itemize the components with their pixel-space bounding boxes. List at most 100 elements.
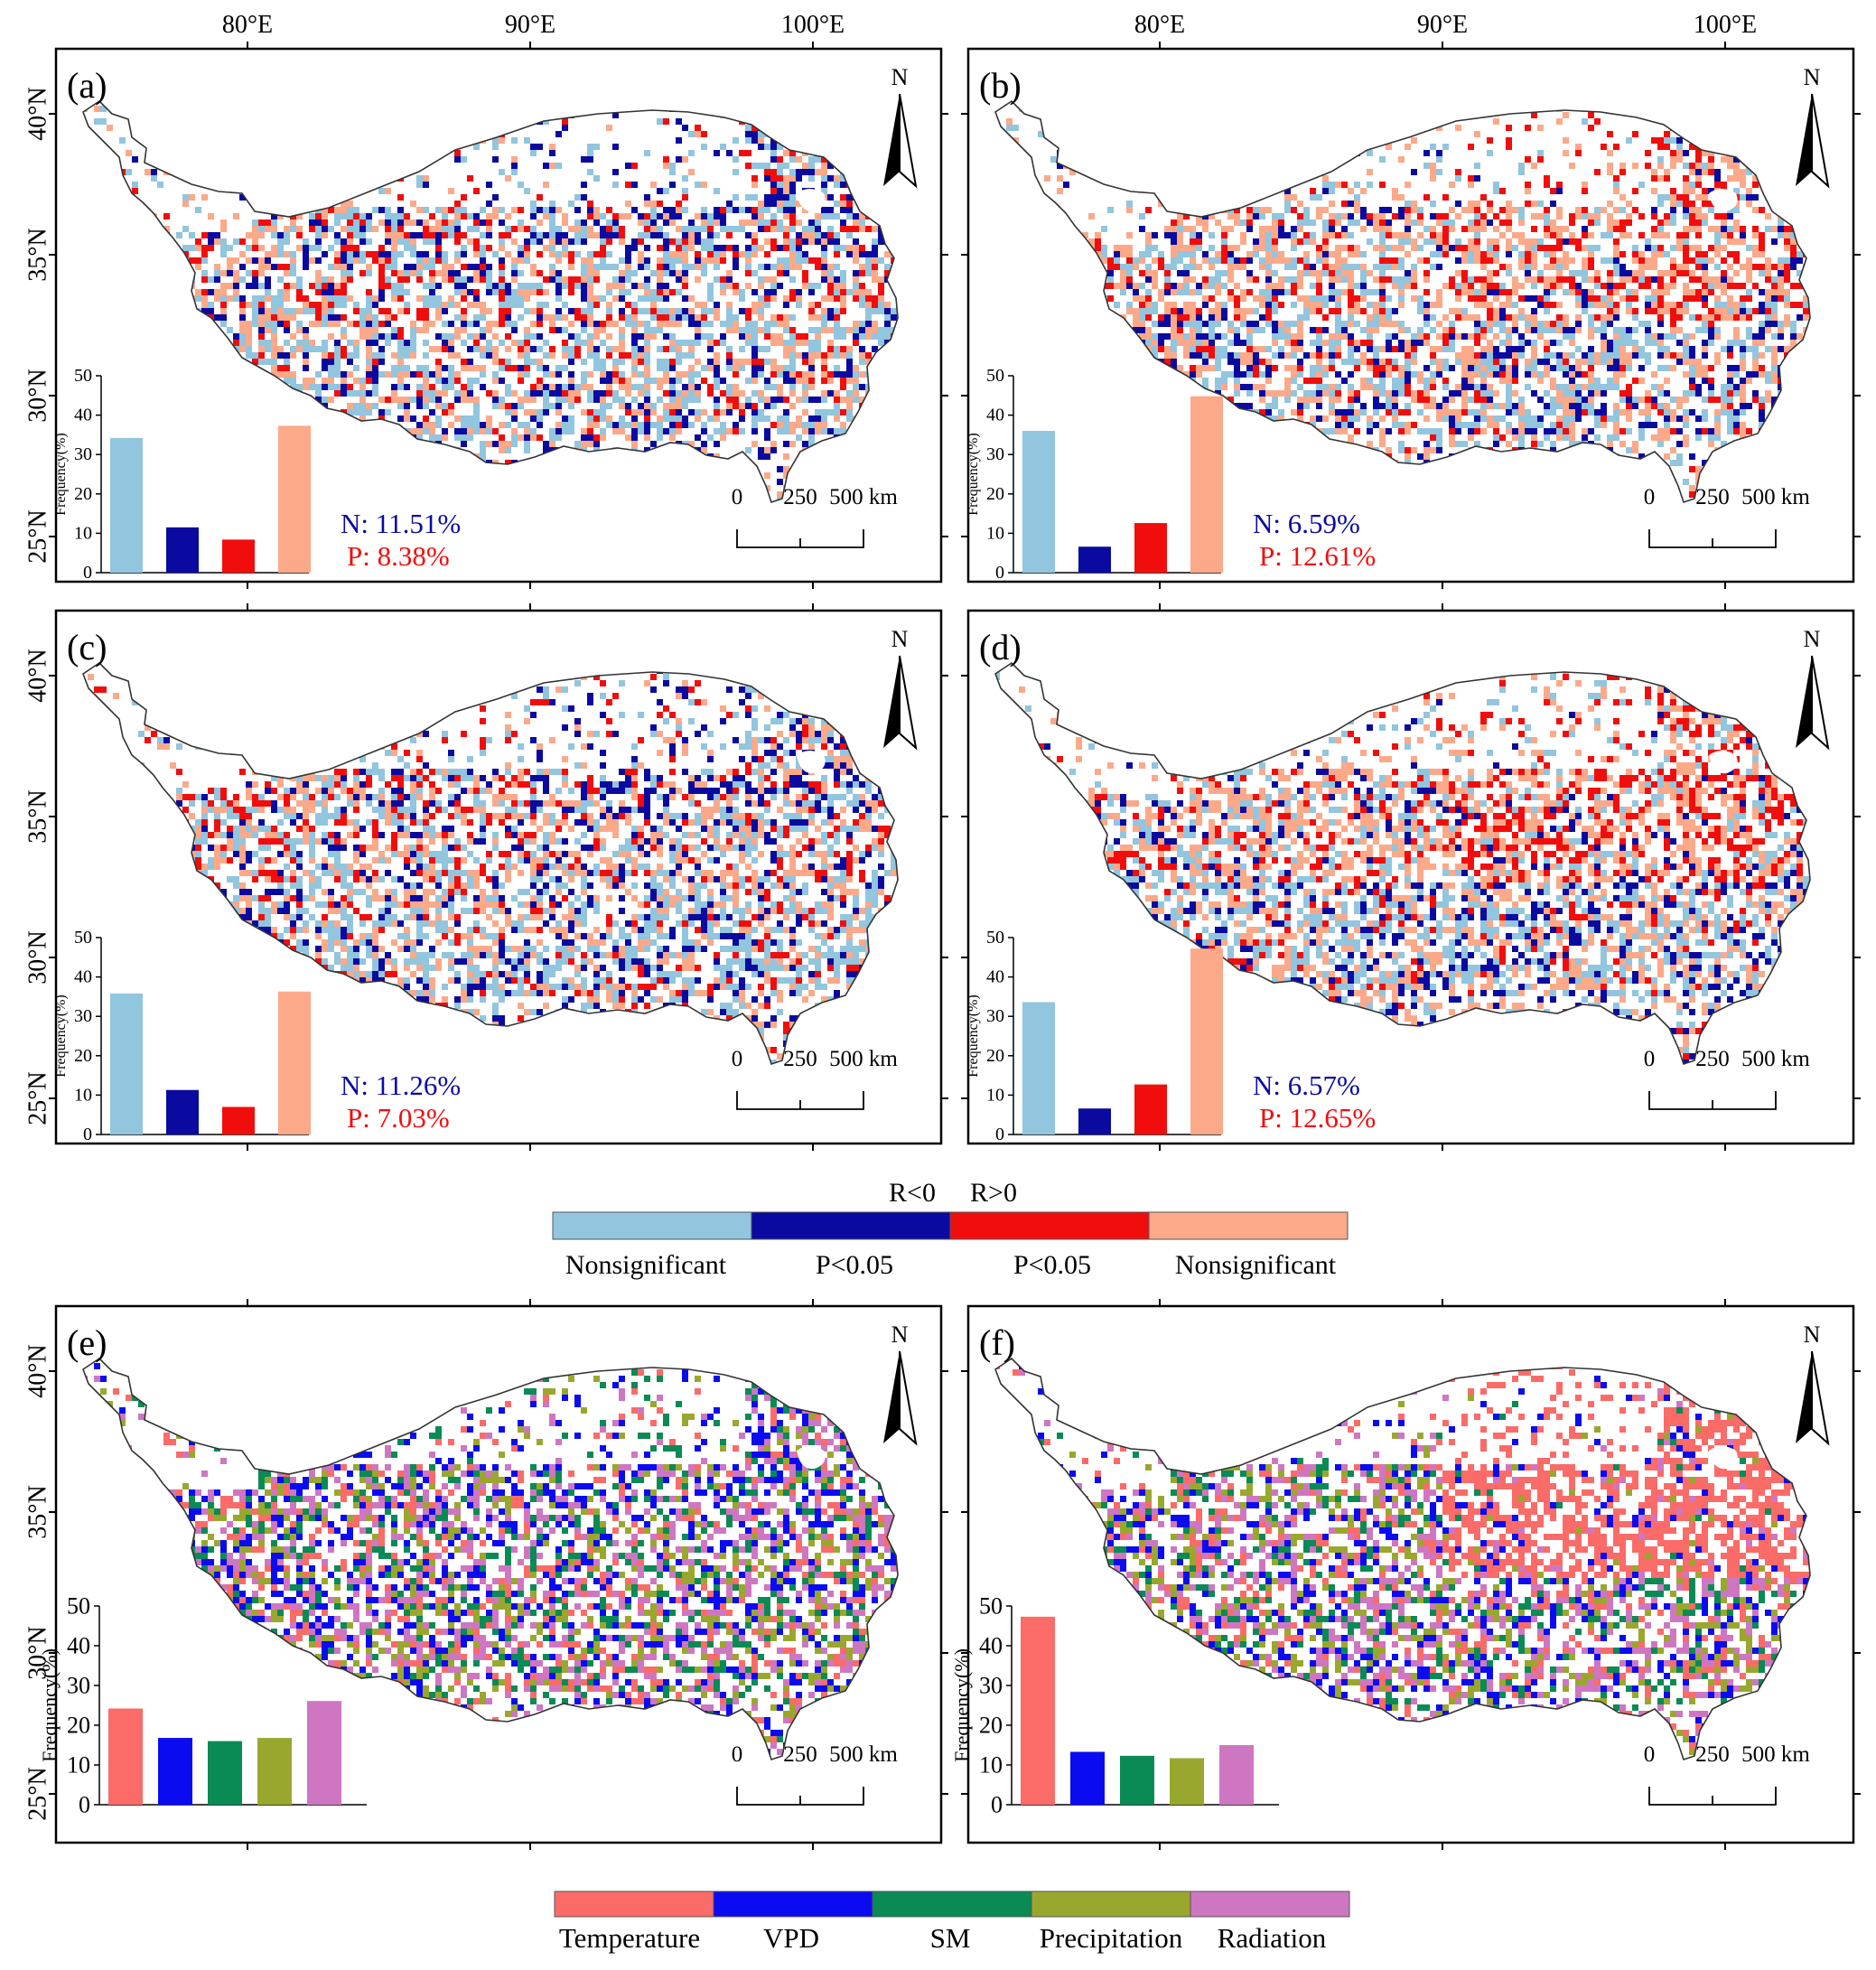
legend-swatch-pos-nonsig	[1149, 1212, 1348, 1239]
legend-bottom-label-3: P<0.05	[1013, 1250, 1091, 1280]
hist-bar-radiation	[1219, 1745, 1254, 1805]
lat-tick-label: 25°N	[24, 1767, 52, 1820]
negative-percent: N: 11.51%	[341, 508, 461, 539]
hist-ytick: 40	[986, 967, 1004, 987]
legend-swatch-vpd	[714, 1891, 873, 1917]
hist-bar-sm	[1120, 1756, 1154, 1805]
hist-ytick: 20	[986, 484, 1004, 504]
hist-bar-neg-sig	[1078, 1108, 1111, 1134]
north-label: N	[1804, 1321, 1821, 1348]
scale-label-500: 500 km	[1741, 1742, 1810, 1767]
hist-ytick: 0	[83, 563, 92, 583]
legend-swatch-temperature	[555, 1891, 714, 1917]
hist-ytick: 0	[79, 1792, 90, 1818]
hist-ylabel: Frequency(%)	[950, 1648, 973, 1762]
panel-label: (b)	[979, 65, 1022, 106]
hist-ytick: 20	[74, 484, 92, 504]
scale-label-0: 0	[1644, 1047, 1656, 1071]
hist-bar-vpd	[1070, 1751, 1105, 1805]
hist-ytick: 10	[67, 1752, 90, 1779]
hist-ytick: 40	[986, 406, 1004, 425]
scale-label-250: 250	[1695, 485, 1730, 509]
scale-label-250: 250	[783, 485, 817, 509]
driver-legend: Temperature VPD SM Precipitation Radiati…	[555, 1891, 1349, 1954]
negative-percent: N: 11.26%	[341, 1069, 461, 1101]
lat-tick-label: 35°N	[24, 1485, 52, 1538]
hist-bar-pos-sig	[1134, 1085, 1167, 1134]
scale-label-250: 250	[783, 1742, 817, 1767]
hist-ytick: 30	[986, 1006, 1004, 1026]
hist-ylabel: Frequency(%)	[966, 994, 981, 1078]
hist-ytick: 50	[979, 1593, 1003, 1620]
hist-ylabel: Frequency(%)	[53, 994, 69, 1078]
hist-ytick: 20	[986, 1046, 1004, 1066]
lat-tick-label: 40°N	[24, 649, 52, 702]
hist-bar-sm	[208, 1741, 242, 1805]
panel-label: (f)	[979, 1322, 1015, 1363]
hist-ytick: 0	[83, 1125, 92, 1144]
hist-bar-neg-nonsig	[110, 994, 143, 1134]
hist-ytick: 10	[986, 1085, 1004, 1105]
positive-percent: P: 7.03%	[347, 1102, 450, 1134]
panel-label: (a)	[67, 65, 107, 106]
north-label: N	[1804, 64, 1821, 90]
scale-label-0: 0	[732, 1047, 743, 1071]
hist-ytick: 40	[74, 967, 92, 987]
hist-bar-neg-nonsig	[1022, 1003, 1055, 1134]
hist-bar-neg-nonsig	[110, 438, 143, 573]
legend-swatch-sm	[873, 1891, 1031, 1917]
hist-ytick: 50	[986, 928, 1004, 948]
hist-ytick: 20	[67, 1713, 90, 1739]
legend-swatch-radiation	[1190, 1891, 1349, 1917]
lat-tick-label: 40°N	[24, 1344, 52, 1397]
lon-tick-label: 80°E	[222, 11, 273, 39]
hist-bar-neg-sig	[166, 528, 199, 573]
negative-percent: N: 6.57%	[1253, 1069, 1360, 1101]
hist-ytick: 40	[979, 1633, 1003, 1659]
lat-tick-label: 35°N	[24, 228, 52, 281]
positive-percent: P: 8.38%	[347, 540, 450, 572]
hist-bar-pos-nonsig	[278, 992, 311, 1134]
hist-bar-radiation	[307, 1701, 341, 1805]
scale-label-0: 0	[732, 485, 743, 509]
panel-label: (d)	[979, 627, 1022, 668]
lat-tick-label: 25°N	[24, 509, 52, 563]
hist-ytick: 30	[986, 444, 1004, 464]
hist-ytick: 20	[979, 1713, 1003, 1739]
hist-ytick: 40	[74, 406, 92, 425]
lon-tick-label: 100°E	[1694, 11, 1757, 39]
hist-ytick: 40	[67, 1633, 90, 1659]
legend-top-label-neg: R<0	[889, 1178, 936, 1208]
hist-ytick: 10	[74, 1085, 92, 1105]
lat-tick-label: 35°N	[24, 789, 52, 843]
hist-ytick: 10	[74, 523, 92, 543]
hist-bar-precipitation	[1170, 1759, 1204, 1805]
scale-label-250: 250	[783, 1047, 817, 1071]
correlation-legend: R<0 R>0 Nonsignificant P<0.05 P<0.05 Non…	[553, 1178, 1348, 1280]
hist-ytick: 0	[991, 1792, 1003, 1818]
lon-tick-label: 80°E	[1134, 11, 1185, 39]
hist-ylabel: Frequency(%)	[38, 1648, 61, 1762]
scale-label-500: 500 km	[1741, 1047, 1810, 1071]
legend-label-vpd: VPD	[763, 1922, 819, 1954]
panel-label: (c)	[67, 627, 107, 668]
hist-ytick: 10	[979, 1752, 1003, 1779]
hist-ytick: 10	[986, 523, 1004, 543]
scale-label-500: 500 km	[829, 485, 898, 509]
hist-ytick: 30	[67, 1673, 90, 1699]
lat-tick-label: 30°N	[24, 369, 52, 422]
hist-bar-pos-nonsig	[278, 425, 311, 573]
hist-bar-neg-nonsig	[1022, 431, 1055, 573]
lat-tick-label: 25°N	[24, 1071, 52, 1125]
legend-top-label-pos: R>0	[970, 1178, 1017, 1208]
north-label: N	[891, 64, 909, 90]
hist-bar-pos-nonsig	[1190, 948, 1223, 1134]
scale-label-0: 0	[1644, 1742, 1656, 1767]
legend-swatch-neg-sig	[751, 1212, 950, 1239]
hist-ytick: 50	[74, 928, 92, 948]
legend-label-radiation: Radiation	[1218, 1922, 1327, 1954]
